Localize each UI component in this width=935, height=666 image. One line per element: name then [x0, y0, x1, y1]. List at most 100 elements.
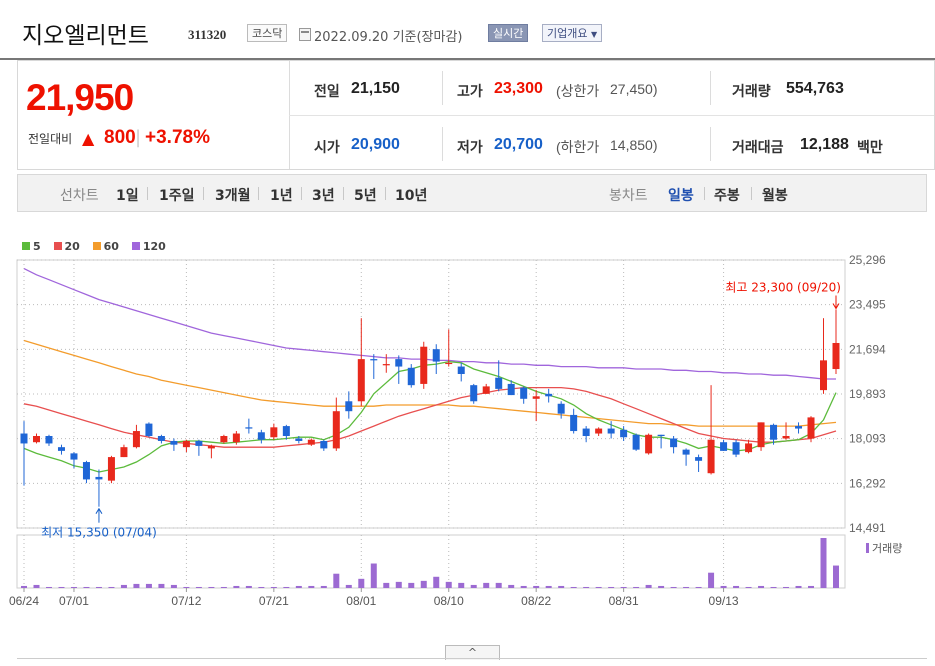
volume-bar [695, 586, 702, 588]
collapse-toggle-button[interactable]: ^ [445, 645, 500, 660]
tab-monthly[interactable]: 월봉 [762, 188, 788, 204]
volume-bar [533, 585, 540, 588]
company-overview-button[interactable]: 기업개요 ▼ [542, 24, 603, 42]
volume-bar [545, 585, 552, 588]
tab-1w[interactable]: 1주일 [159, 188, 195, 204]
volume-bar [133, 583, 140, 588]
candle-body [45, 436, 53, 444]
lower-limit-label: (하한가 [556, 139, 600, 155]
candle-body [307, 439, 315, 445]
candle-body [295, 438, 303, 441]
low-marker-arrowhead [95, 507, 103, 514]
volume-bar [720, 585, 727, 588]
candle-body [482, 386, 490, 394]
candle-body [632, 434, 640, 450]
candle-body [282, 426, 290, 437]
volume-bar [358, 578, 365, 588]
candle-body [195, 440, 203, 446]
x-tick-label: 08/22 [521, 594, 551, 608]
tab-3m[interactable]: 3개월 [215, 188, 251, 204]
candle-body [207, 445, 215, 449]
volume-bar [295, 585, 302, 588]
candle-body [782, 436, 790, 439]
tab-5y[interactable]: 5년 [354, 188, 377, 204]
high-value: 23,300 [494, 80, 543, 97]
tab-daily[interactable]: 일봉 [668, 188, 694, 204]
candle-body [470, 385, 478, 402]
volume-bar [595, 586, 602, 588]
candle-body [532, 396, 540, 399]
x-tick-label: 09/13 [709, 594, 739, 608]
candle-body [57, 447, 65, 451]
legend-swatch [131, 242, 140, 250]
tab-3y[interactable]: 3년 [312, 188, 335, 204]
tab-separator [751, 187, 752, 200]
tab-separator [147, 187, 148, 200]
volume-bar [70, 586, 77, 588]
candle-body [395, 359, 403, 367]
stock-name: 지오엘리먼트 [22, 23, 149, 49]
prev-close-label: 전일 [314, 84, 340, 100]
volume-value: 554,763 [786, 80, 844, 97]
chart-tab-bar: 선차트 1일 1주일 3개월 1년 3년 5년 10년 봉차트 일봉 주봉 월봉 [17, 174, 927, 212]
volume-bar [33, 584, 40, 588]
volume-bar [833, 565, 839, 588]
price-change-pct: +3.78% [145, 127, 210, 148]
tab-10y[interactable]: 10년 [395, 188, 428, 204]
upper-limit-value: 27,450) [610, 81, 658, 97]
volume-bar [408, 582, 415, 588]
divider [442, 71, 443, 105]
candle-body [332, 411, 340, 449]
legend-label: 60 [103, 240, 119, 253]
volume-bar [433, 576, 440, 588]
volume-bar [583, 586, 590, 588]
volume-bar [345, 584, 352, 588]
stock-code: 311320 [188, 27, 227, 42]
volume-bar [158, 583, 165, 588]
realtime-button[interactable]: 실시간 [488, 24, 529, 42]
candle-body [132, 431, 140, 448]
volume-bar [570, 586, 577, 588]
candle-body [407, 367, 415, 386]
volume-bar [395, 581, 402, 588]
candle-body [107, 457, 115, 481]
legend-ma120: 120 [131, 240, 166, 253]
candle-body [507, 383, 515, 396]
candle-body [457, 366, 465, 374]
candle-chart-label: 봉차트 [609, 188, 648, 204]
volume-bar [45, 586, 52, 588]
legend-ma20: 20 [53, 240, 80, 253]
volume-bar [108, 586, 115, 588]
volume-bar [508, 584, 515, 588]
candlestick-chart: 25,296 23,495 21,694 19,893 18,093 16,292 14,4… [9, 253, 902, 608]
candle-body [757, 422, 765, 448]
candle-body [557, 403, 565, 414]
change-label: 전일대비 [28, 132, 73, 146]
as-of-date: 2022.09.20 기준(장마감) [314, 30, 463, 45]
volume-bar [458, 582, 465, 588]
candle-body [770, 424, 778, 440]
candle-body [607, 428, 615, 434]
tab-weekly[interactable]: 주봉 [714, 188, 740, 204]
separator: | [135, 127, 142, 148]
high-annotation: 최고 23,300 (09/20) [725, 281, 841, 295]
volume-bar [683, 586, 690, 588]
candle-body [420, 346, 428, 384]
volume-bar [445, 581, 452, 588]
x-tick-label: 06/24 [9, 594, 39, 608]
volume-bar [645, 584, 652, 588]
tab-1d[interactable]: 1일 [116, 188, 139, 204]
volume-bar [483, 582, 490, 588]
volume-bar [520, 585, 527, 588]
volume-bar [145, 583, 152, 588]
volume-legend-label: 거래량 [872, 542, 902, 555]
ma120-line [23, 268, 836, 380]
lower-limit-value: 14,850) [610, 137, 658, 153]
volume-bar [558, 585, 565, 588]
amount-label: 거래대금 [732, 140, 784, 156]
volume-bar [270, 586, 277, 588]
volume-bar [770, 586, 777, 588]
tab-separator [301, 187, 302, 200]
tab-1y[interactable]: 1년 [270, 188, 293, 204]
volume-bar [170, 584, 177, 588]
